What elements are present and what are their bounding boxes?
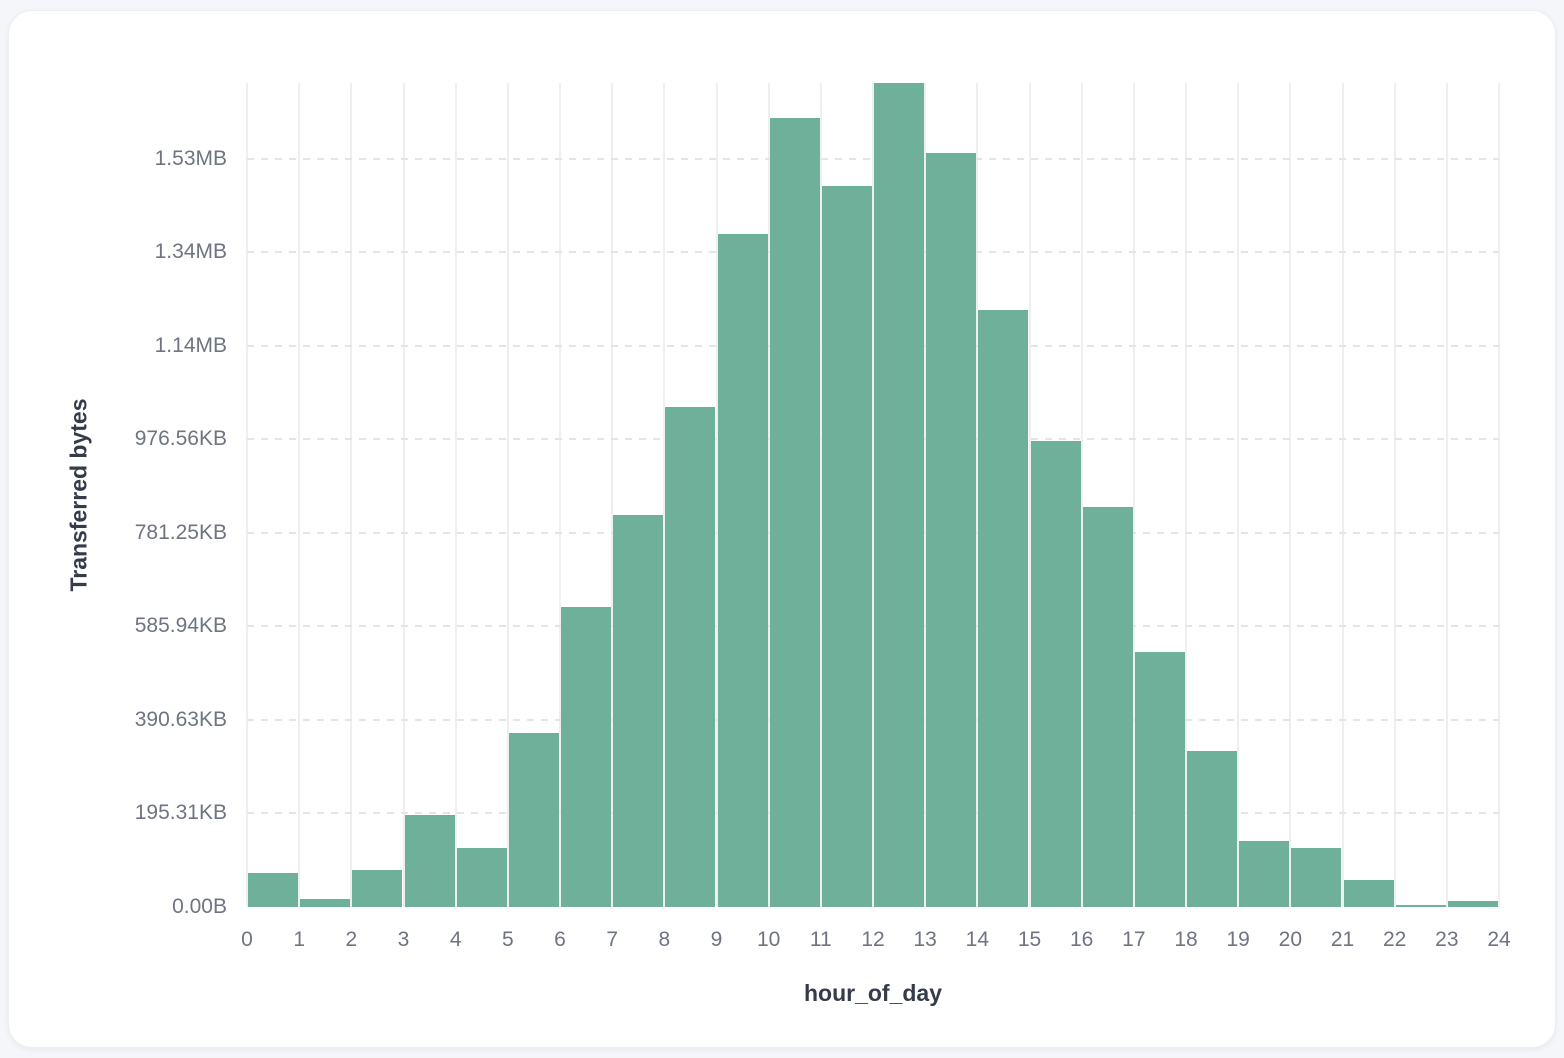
y-tick-label: 781.25KB <box>134 520 227 544</box>
histogram-bar-hour-3[interactable] <box>404 815 455 907</box>
x-tick-label: 20 <box>1278 928 1303 951</box>
histogram-bar-hour-14[interactable] <box>978 309 1029 907</box>
x-tick-label: 3 <box>397 928 410 951</box>
y-tick-label: 1.34MB <box>154 240 227 264</box>
histogram-bar-hour-17[interactable] <box>1134 652 1185 907</box>
histogram-bar-hour-10[interactable] <box>769 117 820 907</box>
x-axis-tick-labels: 0 1 2 3 4 5 6 7 8 9 10 11 12 13 14 15 16 17 18 19 20 21 22 23 24 <box>241 928 1511 954</box>
x-tick-label: 16 <box>1069 928 1094 951</box>
x-tick-label: 13 <box>913 928 937 951</box>
x-tick-label: 15 <box>1017 928 1042 951</box>
x-tick-label: 18 <box>1174 928 1198 951</box>
x-tick-label: 6 <box>554 928 566 951</box>
x-axis-title: hour_of_day <box>803 980 943 1006</box>
vertical-gridline <box>1185 83 1187 907</box>
chart-card: Transferred bytes 0.00B 195.31KB 390.63KB 5… <box>8 10 1556 1048</box>
histogram-bar-hour-23[interactable] <box>1447 900 1498 907</box>
x-tick-label: 11 <box>809 928 832 951</box>
vertical-gridline <box>1237 83 1240 907</box>
horizontal-gridline <box>247 812 1499 815</box>
horizontal-gridline <box>247 718 1499 721</box>
vertical-gridline <box>559 83 561 907</box>
vertical-gridline <box>663 83 666 907</box>
histogram-bar-hour-11[interactable] <box>821 185 872 907</box>
x-tick-label: 4 <box>449 928 462 951</box>
x-tick-label: 10 <box>756 928 781 951</box>
vertical-gridline <box>872 83 874 907</box>
histogram-bar-hour-1[interactable] <box>300 899 351 907</box>
histogram-bar-hour-2[interactable] <box>352 870 403 907</box>
x-tick-label: 23 <box>1435 928 1459 951</box>
histogram-bar-hour-16[interactable] <box>1082 506 1133 907</box>
histogram-bar-hour-7[interactable] <box>613 515 664 907</box>
histogram-bar-hour-9[interactable] <box>717 233 768 907</box>
x-tick-label: 0 <box>241 928 253 951</box>
histogram-bar-hour-18[interactable] <box>1187 750 1238 907</box>
x-tick-label: 8 <box>658 928 671 951</box>
vertical-gridline <box>767 83 770 907</box>
vertical-gridline <box>976 83 979 907</box>
vertical-gridline <box>1498 83 1500 907</box>
histogram-bar-hour-4[interactable] <box>456 848 507 907</box>
vertical-gridline <box>1445 83 1448 907</box>
x-tick-label: 12 <box>861 928 885 951</box>
y-tick-label: 0.00B <box>172 895 227 918</box>
x-tick-label: 21 <box>1330 928 1355 951</box>
horizontal-gridline <box>247 438 1499 441</box>
vertical-gridline <box>1341 83 1344 907</box>
vertical-gridline <box>402 83 405 907</box>
vertical-gridline <box>924 83 927 907</box>
horizontal-gridline <box>247 625 1499 628</box>
histogram-bar-hour-21[interactable] <box>1343 879 1394 907</box>
vertical-gridline <box>246 83 248 907</box>
vertical-gridline <box>715 83 718 907</box>
x-tick-label: 14 <box>965 928 990 951</box>
y-tick-label: 390.63KB <box>134 707 227 731</box>
plot-area <box>246 83 1500 907</box>
x-tick-label: 1 <box>293 928 305 951</box>
vertical-gridline <box>1132 83 1135 907</box>
histogram-bar-hour-5[interactable] <box>508 733 559 907</box>
histogram-bar-hour-13[interactable] <box>926 152 977 907</box>
x-tick-label: 19 <box>1226 928 1250 951</box>
horizontal-gridline <box>247 531 1499 534</box>
horizontal-gridline <box>247 344 1499 347</box>
horizontal-gridline <box>247 157 1499 160</box>
y-tick-label: 195.31KB <box>134 801 227 825</box>
vertical-gridline <box>350 83 353 907</box>
vertical-gridline <box>454 83 457 907</box>
y-tick-label: 585.94KB <box>134 614 227 638</box>
y-tick-label: 1.53MB <box>154 146 227 170</box>
x-tick-label: 17 <box>1122 928 1146 951</box>
vertical-gridline <box>1393 83 1396 907</box>
x-tick-label: 9 <box>710 928 723 951</box>
histogram-bar-hour-19[interactable] <box>1239 841 1290 907</box>
x-tick-label: 22 <box>1382 928 1407 951</box>
histogram-bar-hour-15[interactable] <box>1030 440 1081 907</box>
vertical-gridline <box>1080 83 1083 907</box>
vertical-gridline <box>1289 83 1292 907</box>
y-tick-label: 976.56KB <box>134 427 227 451</box>
histogram-bar-hour-12[interactable] <box>874 83 925 907</box>
histogram-bar-hour-0[interactable] <box>248 872 299 907</box>
x-tick-label: 24 <box>1487 928 1511 951</box>
x-tick-label: 5 <box>501 928 514 951</box>
x-tick-label: 2 <box>345 928 358 951</box>
y-axis-tick-labels: 0.00B 195.31KB 390.63KB 585.94KB 781.25KB 976… <box>9 83 227 918</box>
histogram-bar-hour-8[interactable] <box>665 406 716 907</box>
x-tick-label: 7 <box>606 928 618 951</box>
histogram-bar-hour-22[interactable] <box>1395 904 1446 907</box>
vertical-gridline <box>1028 83 1031 907</box>
vertical-gridline <box>611 83 614 907</box>
y-tick-label: 1.14MB <box>154 333 227 357</box>
horizontal-gridline <box>247 251 1499 254</box>
vertical-gridline <box>506 83 509 907</box>
histogram-bar-hour-6[interactable] <box>561 606 612 907</box>
vertical-gridline <box>819 83 822 907</box>
histogram-bar-hour-20[interactable] <box>1291 848 1342 907</box>
vertical-gridline <box>298 83 301 907</box>
